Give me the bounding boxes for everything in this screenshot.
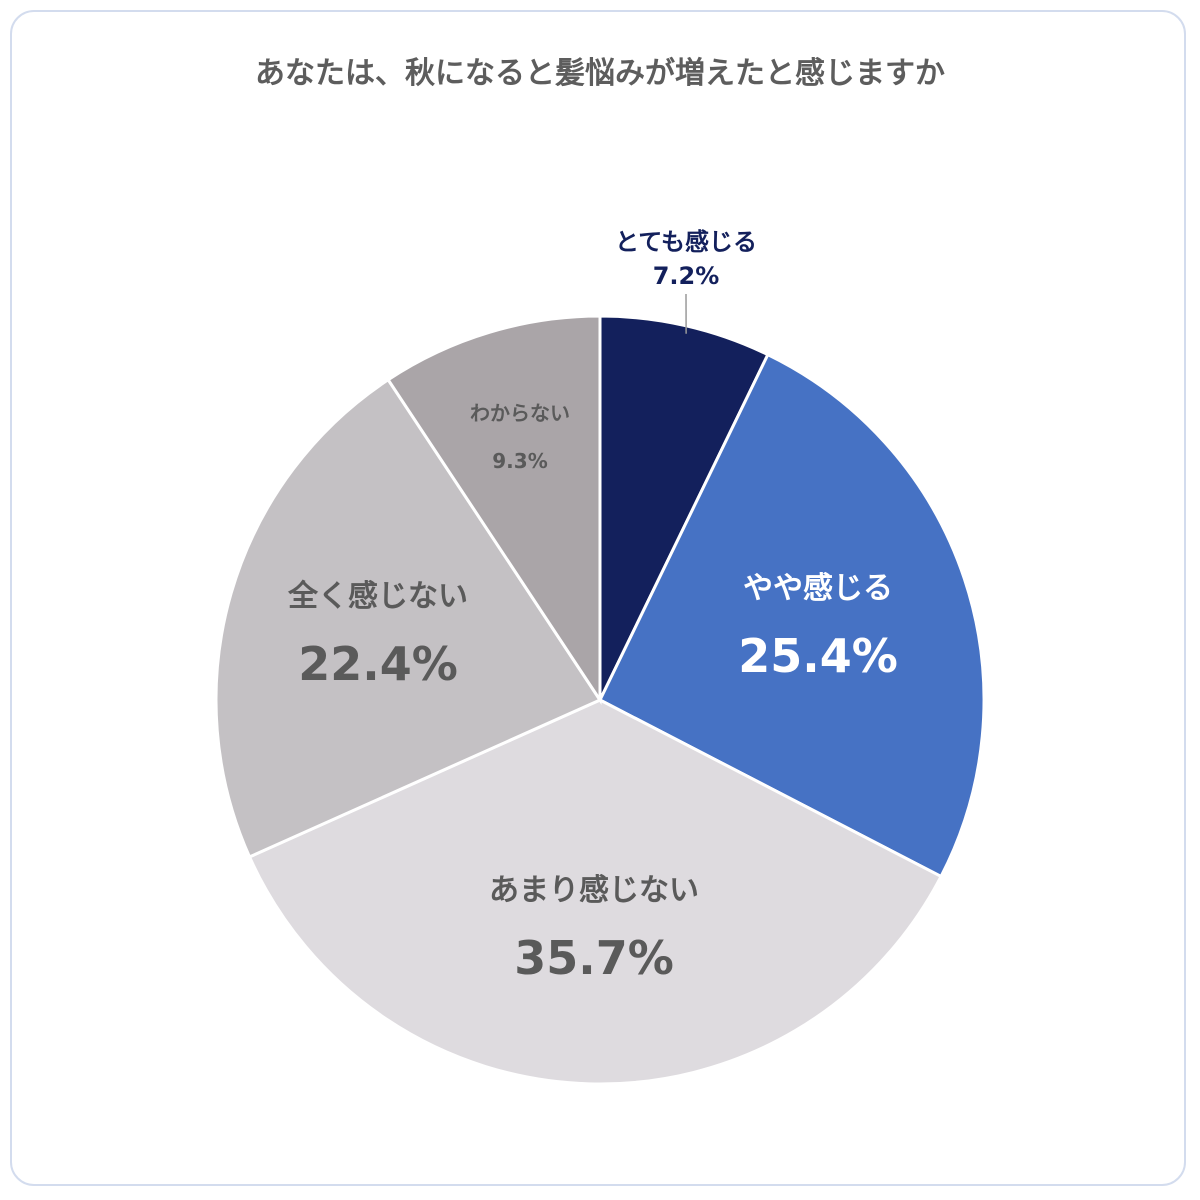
slice-label-unknown: わからない	[470, 401, 570, 425]
pie-slice-not-at-all	[214, 377, 603, 859]
pie-slice-somewhat	[598, 352, 986, 879]
slice-value-somewhat: 25.4%	[738, 629, 898, 683]
slice-value-unknown: 9.3%	[492, 449, 547, 473]
chart-title: あなたは、秋になると髪悩みが増えたと感じますか	[255, 56, 945, 91]
pie-slice-not-much	[247, 698, 944, 1086]
slice-label-very: とても感じる	[615, 228, 757, 256]
pie-slice-unknown	[386, 314, 602, 705]
slice-label-somewhat: やや感じる	[743, 571, 893, 606]
slice-value-very: 7.2%	[653, 262, 720, 290]
slice-label-not-at-all: 全く感じない	[287, 579, 468, 614]
slice-value-not-at-all: 22.4%	[298, 637, 458, 691]
slice-label-not-much: あまり感じない	[489, 873, 699, 908]
slice-value-not-much: 35.7%	[514, 931, 674, 985]
